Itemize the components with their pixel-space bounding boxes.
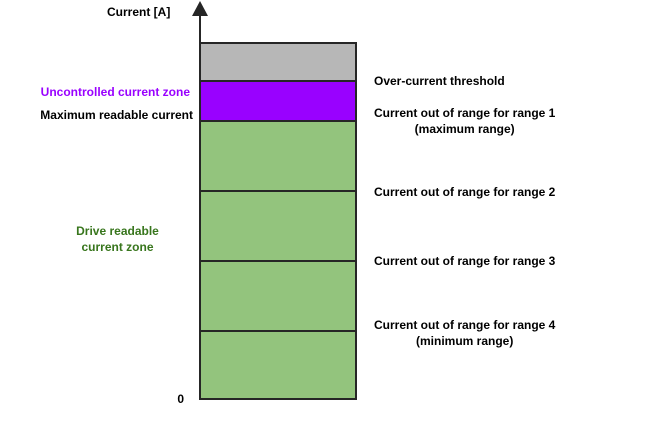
readable-zone-range-2 [199, 190, 357, 262]
threshold-label-text: Current out of range for range 4 [374, 318, 556, 332]
threshold-label-subtext: (minimum range) [416, 334, 514, 348]
readable-zone-range-3 [199, 260, 357, 332]
over-current-zone [199, 42, 357, 82]
out-of-range-1-label: Current out of range for range 1 (maximu… [374, 105, 555, 137]
max-readable-current-label: Maximum readable current [40, 108, 193, 122]
drive-readable-zone-label: Drive readable current zone [40, 223, 195, 255]
readable-zone-range-4 [199, 330, 357, 400]
axis-title: Current [A] [107, 5, 171, 19]
out-of-range-3-label: Current out of range for range 3 [374, 253, 555, 269]
uncontrolled-current-zone [199, 80, 357, 122]
threshold-label-text: Current out of range for range 2 [374, 185, 556, 199]
out-of-range-4-label: Current out of range for range 4 (minimu… [374, 317, 555, 349]
threshold-label-text: Over-current threshold [374, 74, 505, 88]
readable-zone-range-1 [199, 120, 357, 192]
drive-readable-zone-label-line2: current zone [81, 240, 154, 254]
drive-readable-zone-label-line1: Drive readable [76, 224, 159, 238]
axis-arrow-up-icon [192, 1, 208, 16]
threshold-label-text: Current out of range for range 1 [374, 106, 556, 120]
uncontrolled-zone-label: Uncontrolled current zone [40, 85, 190, 99]
out-of-range-2-label: Current out of range for range 2 [374, 184, 555, 200]
threshold-label-subtext: (maximum range) [414, 122, 515, 136]
threshold-label-text: Current out of range for range 3 [374, 254, 556, 268]
axis-origin-label: 0 [177, 392, 184, 406]
over-current-threshold-label: Over-current threshold [374, 73, 505, 89]
